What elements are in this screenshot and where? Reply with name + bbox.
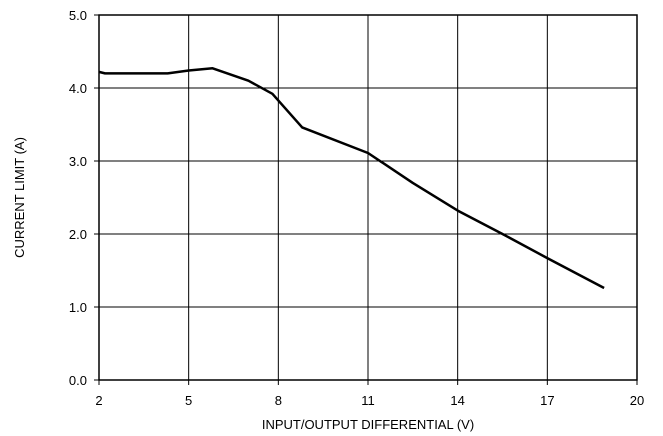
x-tick-label-4: 14 <box>450 393 464 408</box>
x-axis-label: INPUT/OUTPUT DIFFERENTIAL (V) <box>262 417 474 432</box>
x-tick-label-2: 8 <box>275 393 282 408</box>
x-axis-ticks: 2 5 8 11 14 17 20 <box>95 380 644 408</box>
y-tick-label-2: 2.0 <box>69 227 87 242</box>
x-tick-label-0: 2 <box>95 393 102 408</box>
series-line-0 <box>98 67 605 290</box>
x-tick-label-6: 20 <box>630 393 644 408</box>
y-tick-label-3: 3.0 <box>69 154 87 169</box>
y-tick-label-4: 4.0 <box>69 81 87 96</box>
series-layer <box>98 67 605 290</box>
y-tick-label-0: 0.0 <box>69 373 87 388</box>
y-axis-ticks: 0.0 1.0 2.0 3.0 4.0 5.0 <box>69 8 99 388</box>
x-tick-label-1: 5 <box>185 393 192 408</box>
y-axis-label: CURRENT LIMIT (A) <box>12 137 27 258</box>
x-tick-label-3: 11 <box>361 393 375 408</box>
y-tick-label-1: 1.0 <box>69 300 87 315</box>
x-tick-label-5: 17 <box>540 393 554 408</box>
y-tick-label-5: 5.0 <box>69 8 87 23</box>
grid <box>99 15 637 380</box>
